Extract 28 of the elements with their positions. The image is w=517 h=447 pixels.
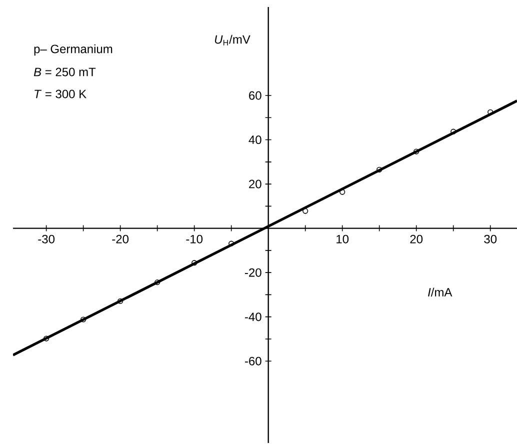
point — [80, 316, 86, 322]
y-tick-label: 40 — [248, 136, 262, 144]
annotation: p– Germanium — [34, 44, 112, 56]
y-tick-label: -40 — [244, 312, 262, 322]
point — [154, 280, 160, 286]
y-axis-title: U$_{H}$/mV — [214, 34, 250, 46]
x-tick-label: -20 — [112, 234, 129, 244]
x-tick-label: -10 — [186, 234, 203, 244]
annotation: T = 300 K — [34, 90, 86, 98]
x-axis-title: I/mA — [428, 288, 452, 297]
point — [118, 298, 124, 304]
y-tick-label: -20 — [244, 268, 262, 277]
annotation: B = 250 mT — [34, 68, 96, 76]
point — [450, 128, 456, 134]
point — [340, 189, 346, 195]
x-tick-label: 30 — [484, 234, 497, 244]
point — [228, 240, 234, 246]
point — [376, 166, 382, 172]
x-tick-label: -30 — [38, 234, 55, 244]
point — [414, 148, 420, 154]
point — [192, 260, 198, 266]
y-tick-label: 20 — [249, 180, 262, 188]
y-tick-label: 60 — [249, 91, 262, 100]
point — [302, 208, 308, 214]
x-tick-label: 10 — [336, 234, 349, 244]
point — [44, 336, 50, 342]
x-tick-label: 20 — [410, 234, 423, 244]
y-tick-label: -60 — [244, 356, 262, 366]
